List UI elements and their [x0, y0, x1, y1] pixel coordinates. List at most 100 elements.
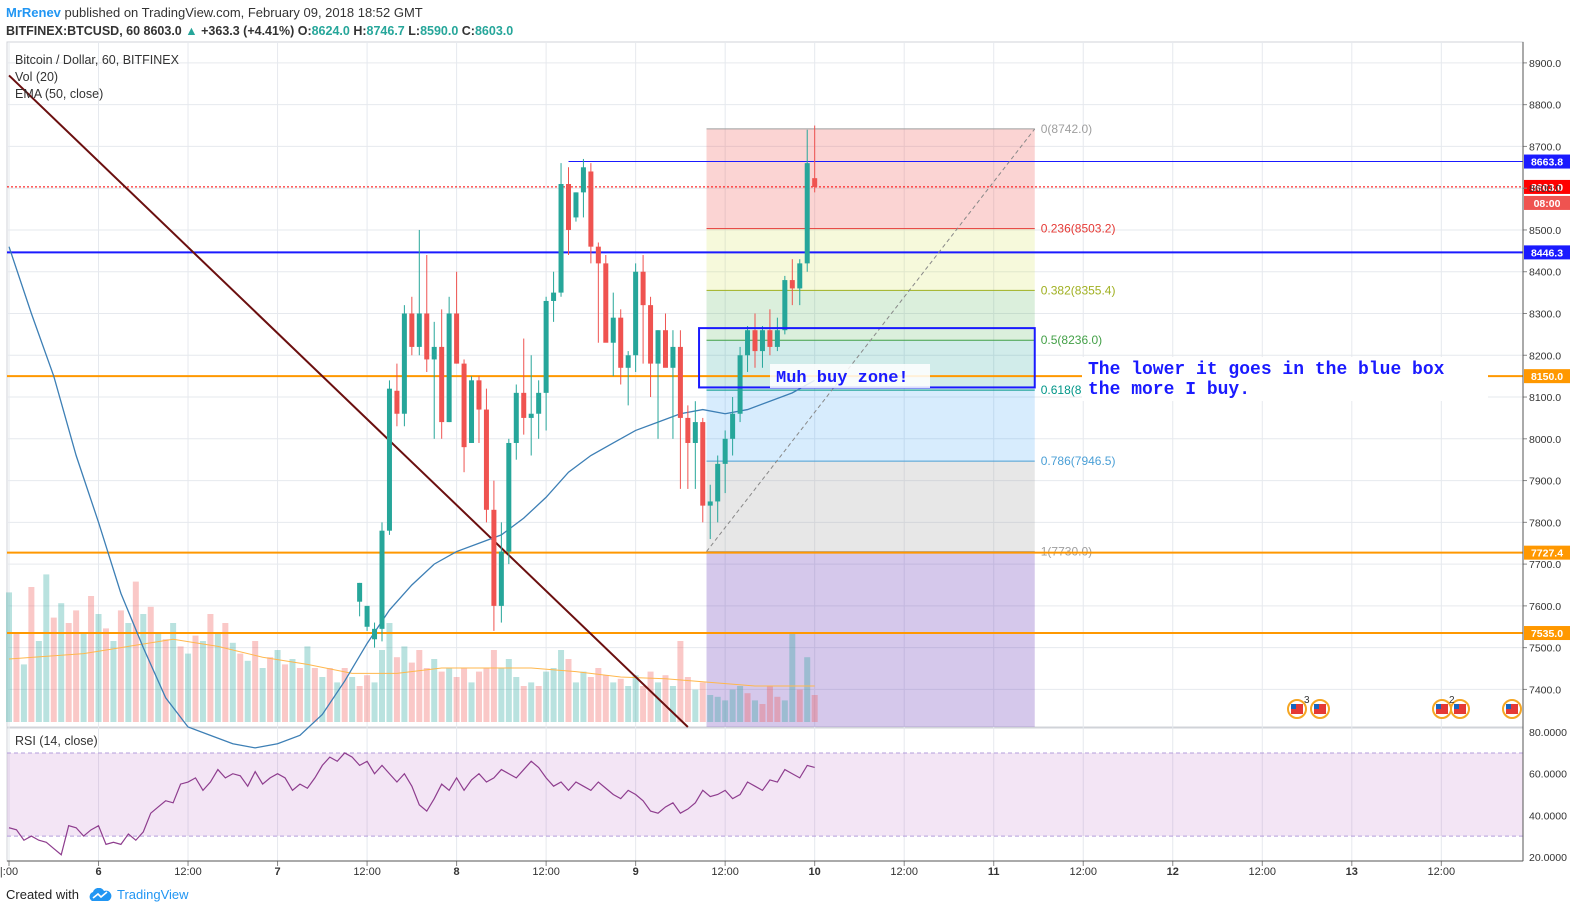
candle-body: [521, 392, 527, 418]
price-tick-label: 7700.0: [1529, 559, 1561, 571]
volume-bar: [207, 614, 214, 722]
candle-body: [446, 313, 452, 423]
volume-bar: [282, 664, 289, 722]
candle-body: [416, 313, 422, 347]
volume-bar: [565, 659, 572, 722]
level-badge-label: 8446.3: [1531, 247, 1563, 259]
volume-bar: [647, 671, 654, 722]
volume-bar: [6, 592, 12, 722]
volume-bar: [140, 614, 147, 722]
volume-bar: [35, 641, 42, 722]
trend-lines[interactable]: [8, 74, 1036, 728]
candle-body: [424, 313, 430, 360]
volume-bar: [102, 628, 109, 722]
buy-zone-label-bg: [770, 364, 930, 388]
candle-body: [469, 380, 475, 443]
volume-bar: [341, 668, 348, 722]
volume-bar: [259, 668, 266, 722]
volume-bar: [304, 646, 311, 722]
flag-icon-canton: [1506, 704, 1511, 709]
publish-line: MrRenev published on TradingView.com, Fe…: [6, 3, 513, 22]
volume-bar: [379, 650, 385, 722]
fib-zone: [706, 461, 1035, 552]
time-tick-label: 12:00: [1069, 866, 1097, 878]
candle-body: [401, 313, 407, 414]
volume-ma-line: [8, 638, 815, 687]
high-value: 8746.7: [366, 24, 405, 38]
volume-bar: [490, 650, 497, 722]
chart-header: MrRenev published on TradingView.com, Fe…: [6, 3, 513, 41]
time-tick-label: 12:00: [890, 866, 918, 878]
volume-bar: [155, 632, 162, 722]
volume-bar: [602, 675, 609, 722]
author-link[interactable]: MrRenev: [6, 5, 61, 20]
price-tick-label: 8900.0: [1529, 58, 1561, 70]
fib-zone: [706, 228, 1035, 291]
volume-bar: [125, 623, 132, 722]
flag-icon-stripes: [1291, 704, 1303, 714]
footer: Created with TradingView: [6, 887, 189, 902]
level-badge-label: 7535.0: [1531, 628, 1563, 640]
candle-body: [357, 582, 363, 602]
price-tick-label: 8100.0: [1529, 392, 1561, 404]
volume-bar: [759, 704, 766, 722]
volume-bar: [811, 695, 818, 722]
volume-bar: [13, 632, 20, 722]
buy-zone[interactable]: Muh buy zone!: [698, 327, 1036, 389]
volume-bar: [110, 641, 117, 722]
volume-bar: [349, 677, 356, 722]
high-label: H:: [353, 24, 367, 38]
candle-body: [677, 346, 683, 418]
volume-bar: [222, 623, 229, 722]
volume-bar: [73, 610, 80, 722]
fibonacci-retracement[interactable]: 0(8742.0) 0.236(8503.2) 0.382(8355.4) 0.5(8…: [706, 122, 1116, 727]
candle-body: [498, 551, 504, 606]
volume-bar: [550, 668, 557, 722]
candle-body: [551, 292, 557, 301]
time-tick-label: 6: [95, 866, 101, 878]
volume-bar: [580, 671, 587, 722]
volume-bar: [662, 675, 669, 722]
fib-extension-zone: [706, 551, 1035, 727]
candle-body: [610, 317, 616, 343]
note-annotation[interactable]: The lower it goes in the blue box the mo…: [1082, 357, 1488, 401]
volume-bar: [781, 700, 788, 722]
volume-bar: [446, 668, 453, 722]
candle-body: [439, 346, 445, 423]
candle-body: [625, 355, 631, 368]
volume-bar: [20, 664, 27, 722]
volume-bar: [177, 646, 184, 722]
legend: Bitcoin / Dollar, 60, BITFINEX Vol (20) …: [15, 53, 180, 748]
candle-body: [454, 313, 460, 364]
rsi-tick-label: 20.0000: [1529, 852, 1567, 864]
flag-icon-stripes: [1454, 704, 1466, 714]
countdown-label: 08:00: [1534, 198, 1561, 210]
rsi-pane: 80.0000 60.0000 40.0000 20.0000: [7, 727, 1567, 864]
candle-body: [737, 355, 743, 414]
close-label: C:: [461, 24, 475, 38]
flag-icon-canton: [1436, 704, 1441, 709]
tradingview-link[interactable]: TradingView: [87, 887, 189, 902]
volume-bar: [117, 610, 124, 722]
volume-bar: [520, 686, 527, 722]
volume-bar: [132, 581, 139, 722]
candle-body: [379, 530, 385, 629]
volume-bar: [737, 686, 744, 722]
event-count: 3: [1304, 695, 1310, 706]
volume-bar: [744, 693, 751, 722]
candle-body: [506, 442, 512, 552]
candle-body: [633, 271, 639, 356]
fib-level-label: 0(8742.0): [1041, 122, 1092, 136]
fib-zone: [706, 128, 1035, 229]
volume-bar: [334, 682, 341, 722]
legend-ema: EMA (50, close): [15, 87, 103, 101]
volume-bar: [513, 677, 520, 722]
candle-body: [812, 178, 818, 187]
volume-bar: [692, 689, 699, 722]
level-badge: [1524, 179, 1570, 194]
volume-bar: [632, 675, 639, 722]
time-tick-label: 12:00: [711, 866, 739, 878]
time-tick-label: 9: [633, 866, 639, 878]
